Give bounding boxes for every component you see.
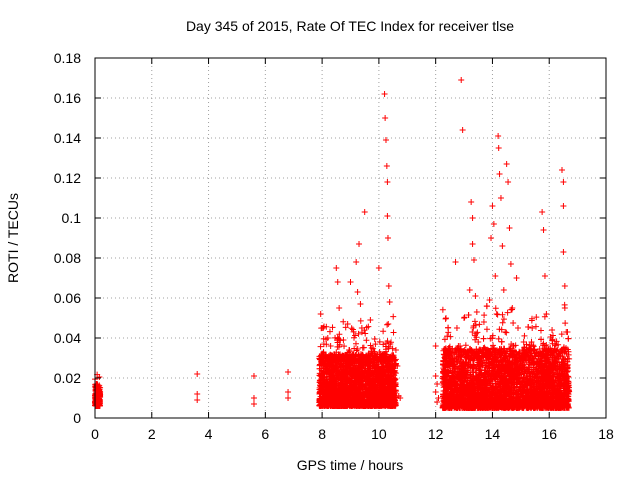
density-point <box>495 312 501 318</box>
density-point <box>372 336 378 342</box>
density-point <box>484 326 490 332</box>
density-point <box>391 329 397 335</box>
density-point <box>463 342 469 348</box>
density-point <box>501 316 507 322</box>
density-point <box>361 345 367 351</box>
density-point <box>355 346 361 352</box>
density-point <box>542 314 548 320</box>
density-point <box>358 318 364 324</box>
density-point <box>533 324 539 330</box>
density-point <box>505 310 511 316</box>
density-point <box>472 318 478 324</box>
density-point <box>362 331 368 337</box>
density-point <box>384 322 390 328</box>
density-point <box>503 330 509 336</box>
density-point <box>481 312 487 318</box>
density-point <box>538 328 544 334</box>
density-point <box>496 336 502 342</box>
density-point <box>440 307 446 313</box>
density-point <box>521 333 527 339</box>
density-point <box>380 328 386 334</box>
density-point <box>341 343 347 349</box>
density-point <box>493 305 499 311</box>
density-point <box>390 314 396 320</box>
density-point <box>363 337 369 343</box>
